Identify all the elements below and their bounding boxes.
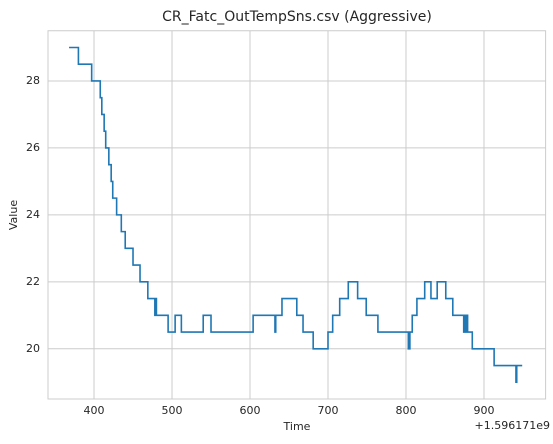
x-tick-label: 800 <box>395 404 416 417</box>
y-tick-label: 26 <box>26 141 40 154</box>
plot-frame <box>47 30 547 400</box>
x-tick-label: 700 <box>317 404 338 417</box>
y-tick-label: 20 <box>26 342 40 355</box>
y-axis-label: Value <box>7 200 20 230</box>
y-tick-label: 24 <box>26 208 40 221</box>
x-tick-label: 600 <box>240 404 261 417</box>
line-series <box>69 46 523 384</box>
x-tick-label: 500 <box>162 404 183 417</box>
chart-title: CR_Fatc_OutTempSns.csv (Aggressive) <box>162 9 432 25</box>
y-tick-label: 22 <box>26 275 40 288</box>
x-axis-label: Time <box>283 420 311 433</box>
x-tick-label: 900 <box>473 404 494 417</box>
x-tick-label: 400 <box>84 404 105 417</box>
y-tick-label: 28 <box>26 74 40 87</box>
x-offset-label: +1.596171e9 <box>475 419 550 432</box>
